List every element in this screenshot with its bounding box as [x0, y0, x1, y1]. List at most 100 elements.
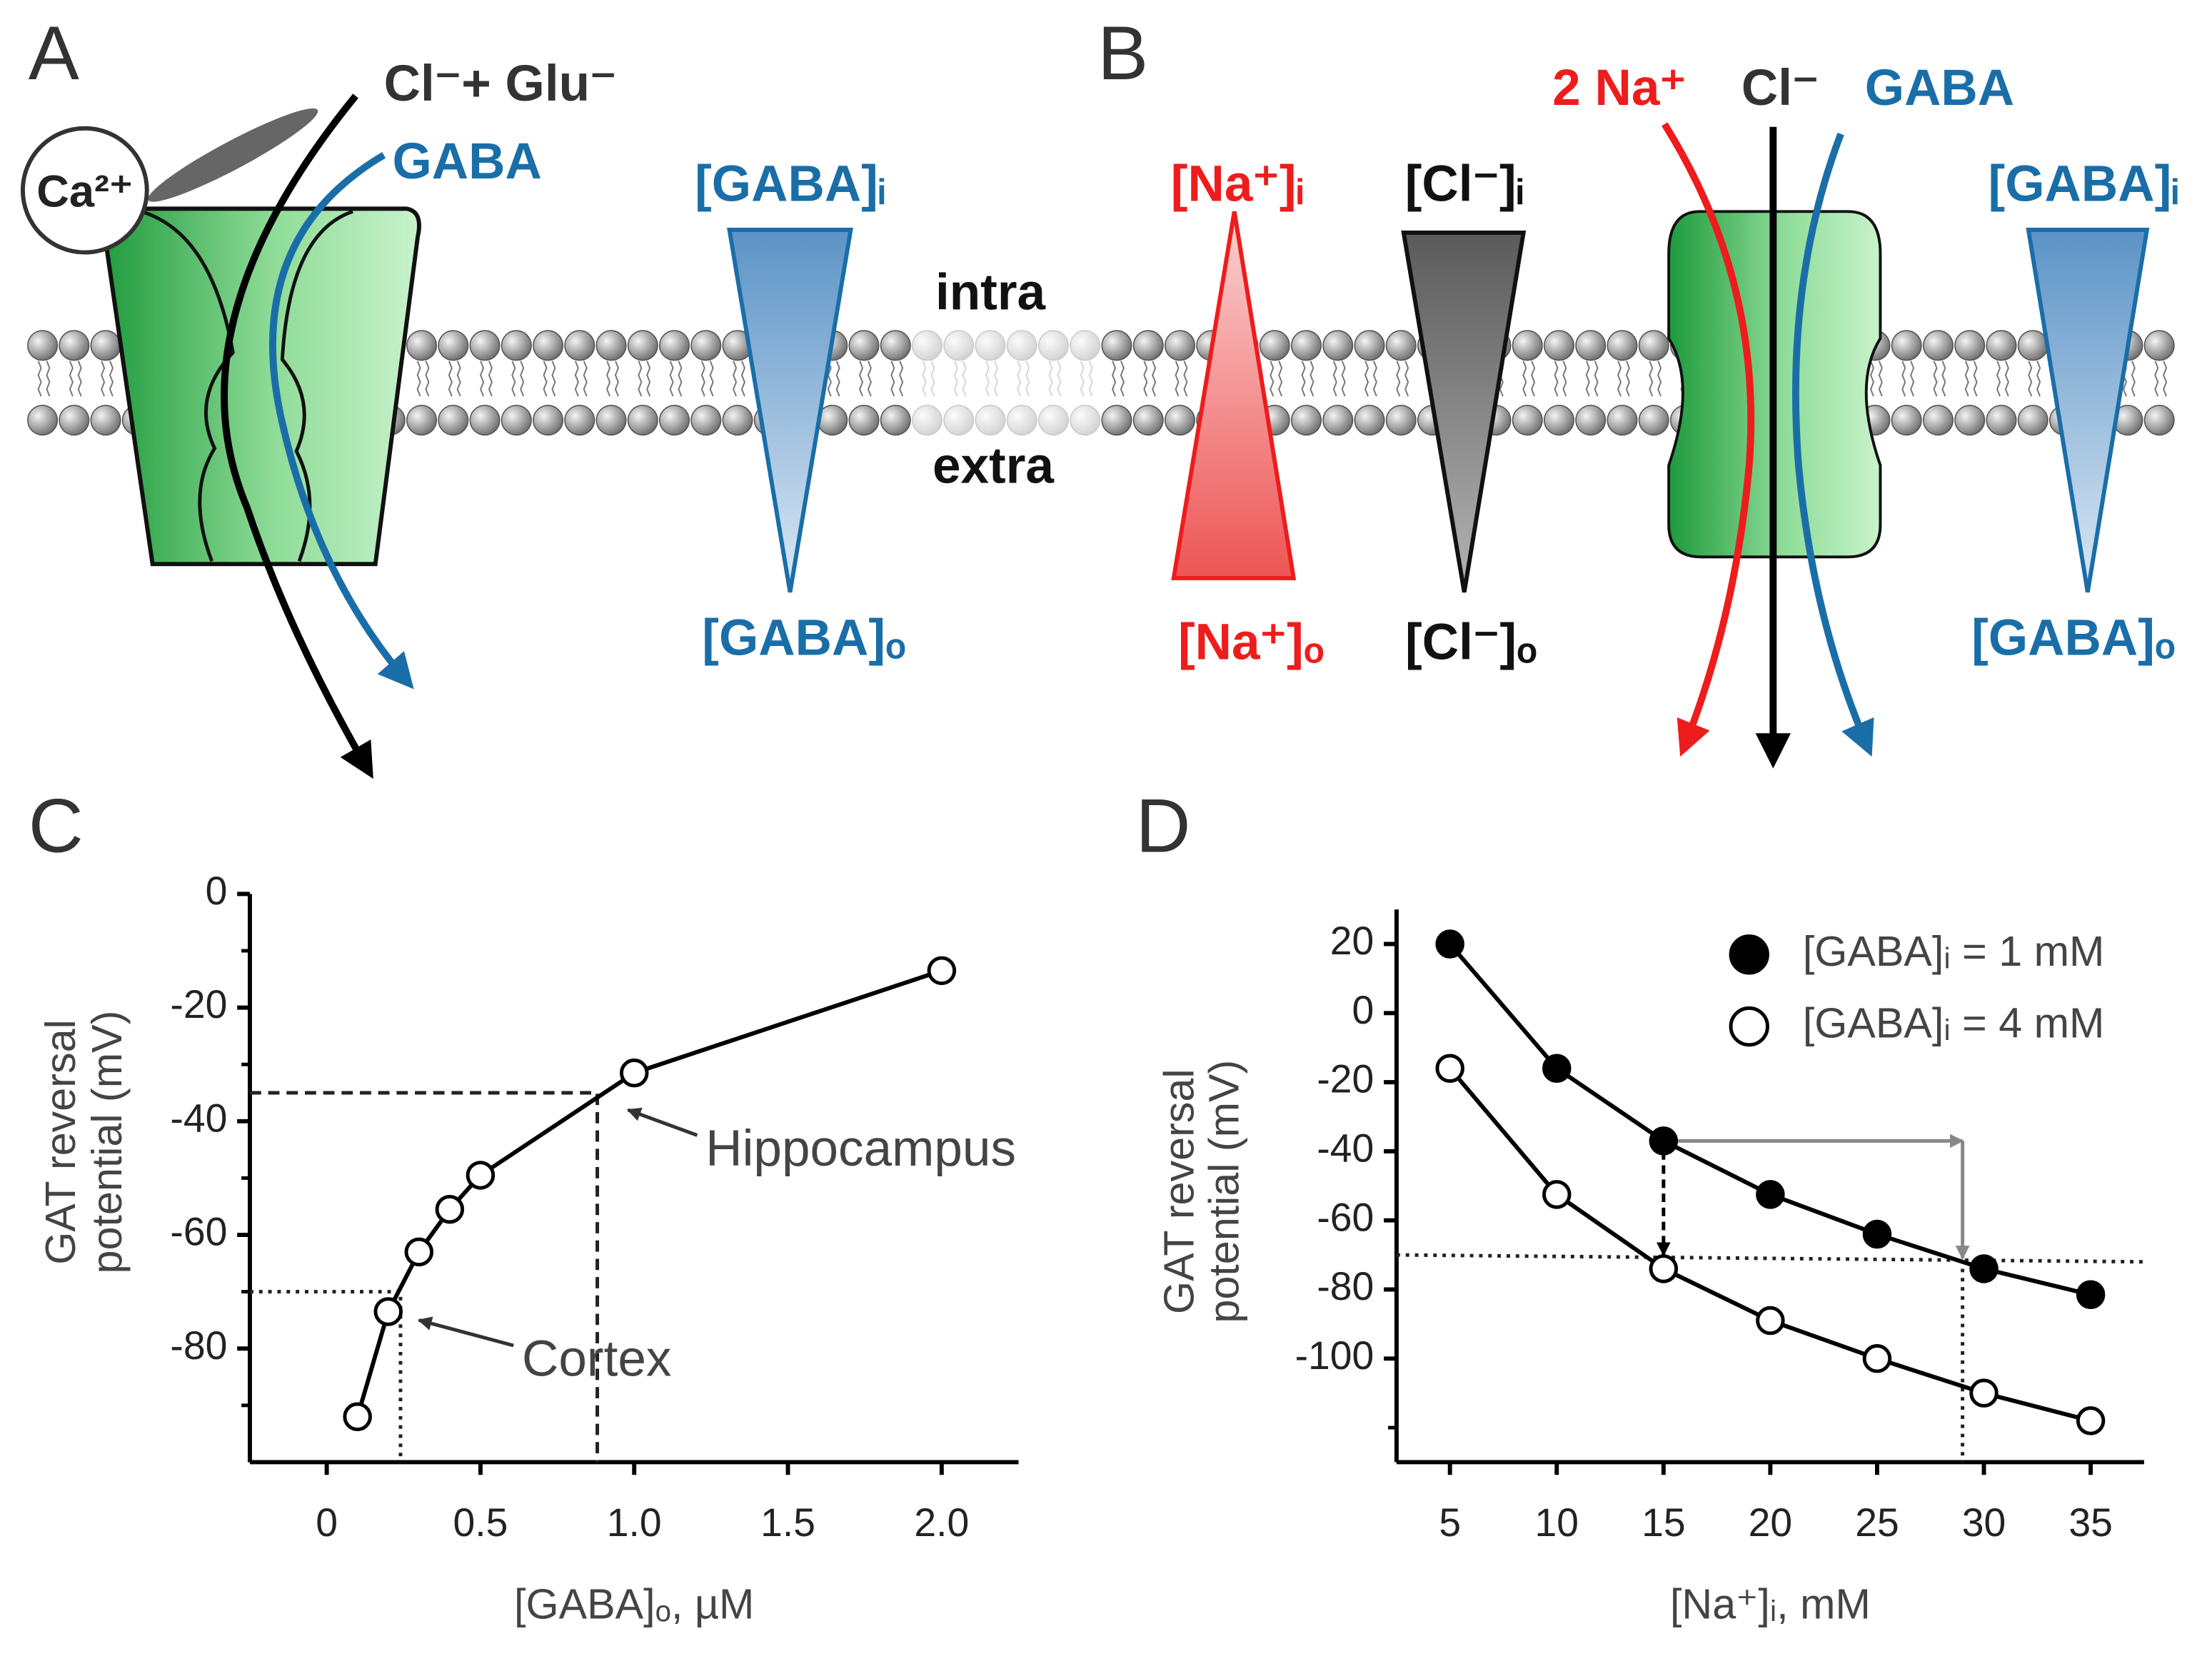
lipid-tail	[922, 360, 927, 397]
lipid-head	[1575, 330, 1607, 361]
lipid-head	[1922, 405, 1954, 436]
lipid	[90, 330, 121, 436]
lipid-head	[1385, 330, 1417, 361]
lipid	[911, 330, 943, 436]
lipid-head	[595, 330, 627, 361]
lipid-head	[90, 405, 121, 436]
legend-label: [GABA]ᵢ = 1 mM	[1803, 927, 2105, 975]
y-tick-label: -80	[1317, 1264, 1374, 1308]
x-tick-label: 2.0	[914, 1500, 969, 1545]
x-tick-label: 5	[1439, 1500, 1461, 1545]
x-tick-label: 30	[1962, 1500, 2006, 1545]
lipid-tail	[1941, 360, 1946, 397]
lipid-tail	[1057, 360, 1062, 397]
panel-a: A Ca²⁺ Cl⁻+ Glu⁻ GABA [GABA]ᵢ [GABA]ₒ in…	[20, 10, 1054, 779]
lipid-tail	[835, 360, 840, 397]
lipid-tail	[1973, 360, 1978, 397]
lipid	[943, 330, 975, 436]
panel-b: B [Na⁺]ᵢ [Na⁺]ₒ [Cl⁻]ᵢ [Cl⁻]ₒ 2 Na⁺ Cl⁻ …	[1097, 10, 2178, 769]
guide-line	[249, 1091, 600, 1463]
lipid-tail	[37, 360, 42, 397]
lipid-tail	[606, 360, 611, 397]
lipid-tail	[511, 360, 516, 397]
gradient-label: [Cl⁻]ₒ	[1405, 615, 1537, 671]
lipid-tail	[1585, 360, 1590, 397]
lipid-head	[1543, 405, 1575, 436]
lipid-tail	[1657, 360, 1662, 397]
lipid-tail	[1088, 360, 1093, 397]
legend-marker	[1729, 1006, 1769, 1047]
lipid-tail	[1554, 360, 1559, 397]
lipid-tail	[520, 360, 525, 397]
lipid-tail	[583, 360, 588, 397]
x-tick-label: 1.0	[607, 1500, 662, 1545]
lipid-tail	[69, 360, 74, 397]
lipid	[627, 330, 658, 436]
gradient-triangle	[1401, 230, 1527, 593]
lipid-tail	[1332, 360, 1337, 397]
gradient-label: [Na⁺]ₒ	[1178, 615, 1324, 671]
lipid	[1575, 330, 1607, 436]
ion-label: Ca²⁺	[36, 166, 133, 216]
lipid-head	[627, 330, 658, 361]
marker	[1969, 1378, 1999, 1408]
lipid-head	[1322, 405, 1354, 436]
lipid-head	[1101, 405, 1132, 436]
lipid-head	[1006, 405, 1037, 436]
lipid-tail	[1341, 360, 1346, 397]
y-axis-label: potential (mV)	[1200, 1060, 1248, 1323]
lipid	[848, 330, 880, 436]
lipid-tail	[709, 360, 714, 397]
marker	[343, 1402, 372, 1432]
lipid-head	[848, 330, 880, 361]
lipid-head	[1638, 405, 1669, 436]
lipid-head	[90, 330, 121, 361]
lipid	[1164, 330, 1196, 436]
y-tick-label: -40	[170, 1096, 227, 1140]
lipid-tail	[2154, 360, 2159, 397]
lipid-tail	[678, 360, 683, 397]
lipid-tail	[1396, 360, 1401, 397]
lipid-tail	[1183, 360, 1188, 397]
lipid-head	[1006, 330, 1037, 361]
lipid-tail	[1901, 360, 1906, 397]
lipid-tail	[1017, 360, 1022, 397]
arrow-label: GABA	[1865, 60, 2014, 116]
gradient-triangle	[2026, 228, 2150, 593]
lipid-head	[2143, 330, 2175, 361]
lipid-tail	[669, 360, 674, 397]
marker	[1542, 1180, 1572, 1209]
x-tick-label: 0	[316, 1500, 338, 1545]
lipid-head	[1607, 330, 1638, 361]
y-tick-label: -60	[1317, 1195, 1374, 1239]
lipid	[469, 330, 501, 436]
lipid-tail	[1910, 360, 1915, 397]
lipid-head	[1290, 330, 1322, 361]
gradient-label: [GABA]ₒ	[1971, 610, 2176, 667]
lipid-head	[848, 405, 880, 436]
lipid-head	[2017, 330, 2048, 361]
y-tick-label: -100	[1295, 1333, 1374, 1378]
lipid	[1891, 330, 1922, 436]
x-tick-label: 1.5	[760, 1500, 815, 1545]
lipid-head	[595, 405, 627, 436]
x-tick-label: 25	[1855, 1500, 1899, 1545]
lipid-head	[533, 405, 564, 436]
gradient-label: [Cl⁻]ᵢ	[1405, 156, 1524, 213]
lipid-head	[690, 330, 722, 361]
marker	[1435, 929, 1464, 959]
lipid-head	[880, 330, 911, 361]
lipid-tail	[1080, 360, 1085, 397]
lipid-tail	[1625, 360, 1630, 397]
lipid-head	[1954, 405, 1986, 436]
lipid	[1986, 330, 2017, 436]
marker	[619, 1058, 649, 1088]
lipid-head	[1037, 405, 1070, 436]
side-label: intra	[935, 265, 1046, 321]
lipid-head	[690, 405, 722, 436]
x-tick-label: 10	[1535, 1500, 1579, 1545]
lipid-tail	[740, 360, 745, 397]
lipid-tail	[985, 360, 990, 397]
lipid	[1638, 330, 1669, 436]
marker	[927, 956, 957, 986]
